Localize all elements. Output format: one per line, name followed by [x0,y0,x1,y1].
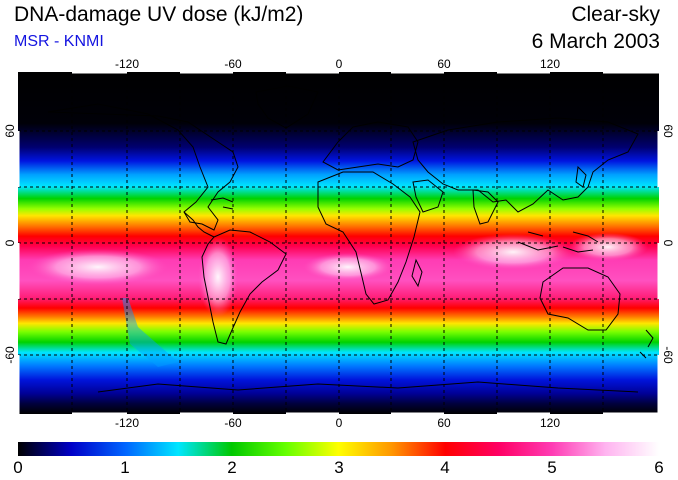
colorbar-label: 5 [547,458,557,477]
graticule [18,72,659,414]
colorbar-label: 3 [334,458,344,477]
lat-tick-right: 60 [661,124,675,138]
lon-tick-bottom: -120 [114,416,140,430]
source-label: MSR - KNMI [14,33,104,50]
lon-tick-bottom: -60 [224,416,242,430]
lon-tick-top: 0 [335,57,343,71]
lat-tick-left: 0 [3,239,17,247]
colorbar-label: 1 [120,458,130,477]
lat-tick-right: 0 [661,239,675,247]
lon-tick-bottom: 120 [539,416,561,430]
lon-tick-bottom: 60 [437,416,451,430]
colorbar-label: 0 [13,458,23,477]
lon-tick-top: -60 [224,57,242,71]
coastlines [47,85,654,393]
lon-tick-top: 120 [539,57,561,71]
colorbar-label: 2 [227,458,237,477]
lat-tick-left: -60 [3,346,17,364]
date-label: 6 March 2003 [531,30,660,53]
sky-condition-label: Clear-sky [571,3,660,26]
lon-tick-top: 60 [437,57,451,71]
uv-dose-map [18,72,659,414]
lat-tick-left: 60 [3,124,17,138]
colorbar-label: 6 [654,458,664,477]
colorbar [18,442,659,456]
lat-tick-right: -60 [661,346,675,364]
uv-dose-field [18,72,659,414]
map-title: DNA-damage UV dose (kJ/m2) [14,3,304,26]
lon-tick-top: -120 [114,57,140,71]
colorbar-label: 4 [440,458,450,477]
lon-tick-bottom: 0 [335,416,343,430]
